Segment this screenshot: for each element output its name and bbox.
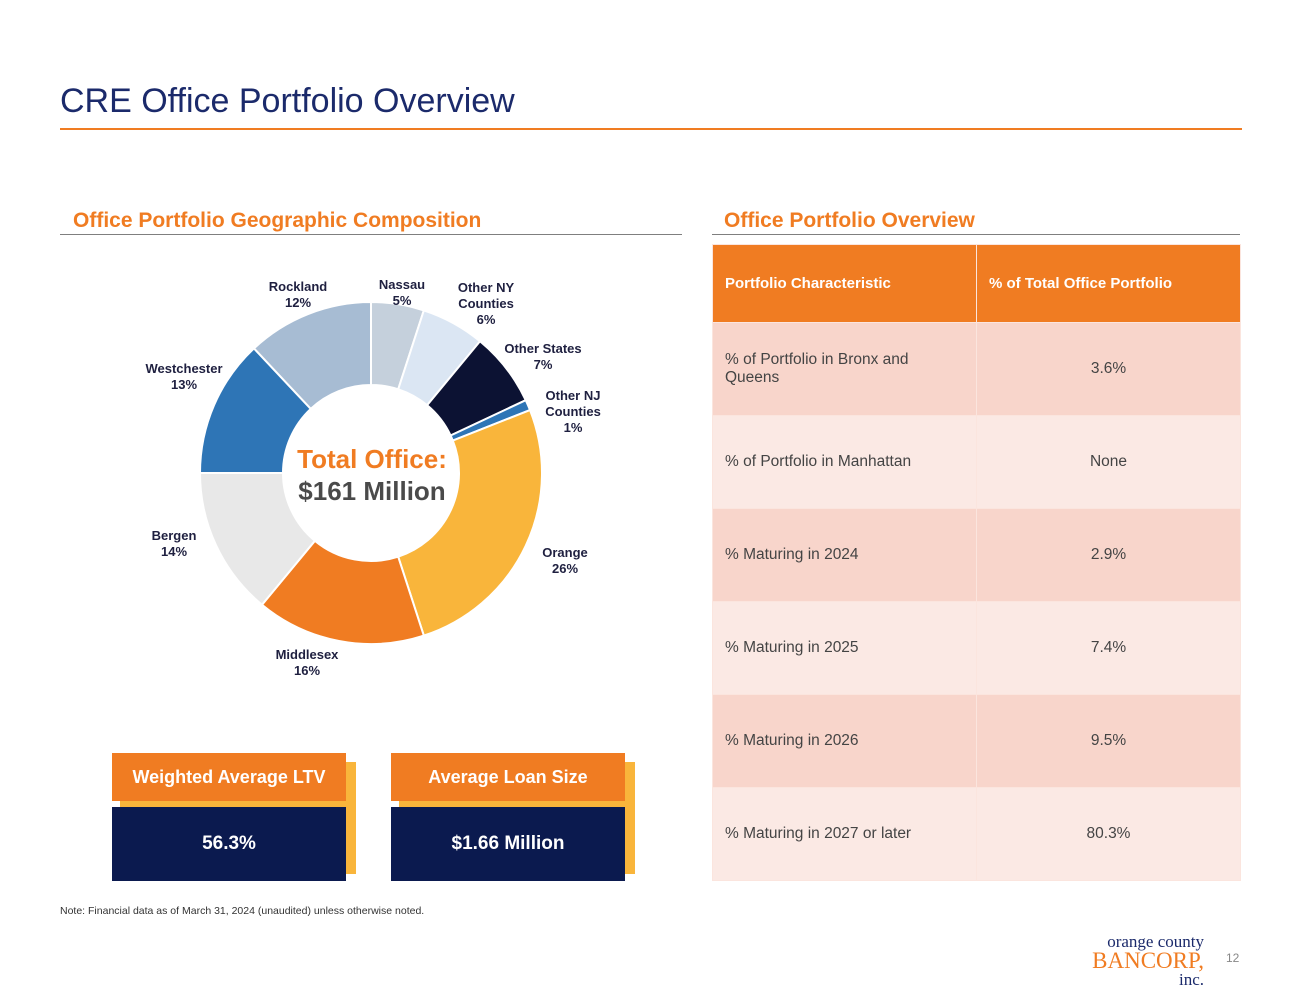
logo-line-2: BANCORP,: [1092, 948, 1204, 973]
row-label: % Maturing in 2025: [712, 601, 977, 695]
donut-label-bergen: Bergen 14%: [151, 528, 197, 559]
logo-line-1: orange county: [1107, 932, 1204, 951]
composition-heading: Office Portfolio Geographic Composition: [73, 209, 482, 232]
kpi-ltv-value: 56.3%: [112, 807, 346, 881]
column-header: Portfolio Characteristic: [712, 244, 977, 323]
row-value: None: [976, 415, 1241, 509]
table-row: % of Portfolio in Bronx and Queens 3.6%: [712, 322, 1241, 416]
column-header: % of Total Office Portfolio: [976, 244, 1241, 323]
donut-label-nassau: Nassau 5%: [378, 277, 426, 308]
row-value: 2.9%: [976, 508, 1241, 602]
overview-heading: Office Portfolio Overview: [724, 209, 975, 232]
donut-center-title: Total Office:: [297, 444, 447, 474]
row-label: % Maturing in 2024: [712, 508, 977, 602]
kpi-loan-size-label: Average Loan Size: [391, 753, 625, 801]
overview-rule: [712, 234, 1240, 235]
title-divider: [60, 128, 1242, 130]
page-number: 12: [1226, 951, 1240, 965]
row-value: 9.5%: [976, 694, 1241, 788]
kpi-ltv-label: Weighted Average LTV: [112, 753, 346, 801]
table-row: % Maturing in 2027 or later 80.3%: [712, 787, 1241, 881]
page-title: CRE Office Portfolio Overview: [60, 82, 515, 120]
overview-table-header: Portfolio Characteristic % of Total Offi…: [712, 244, 1241, 323]
row-value: 7.4%: [976, 601, 1241, 695]
row-label: % Maturing in 2026: [712, 694, 977, 788]
composition-rule: [60, 234, 682, 235]
donut-label-middlesex: Middlesex 16%: [275, 647, 339, 678]
kpi-loan-size-value: $1.66 Million: [391, 807, 625, 881]
donut-label-orange: Orange 26%: [542, 545, 588, 576]
donut-label-rockland: Rockland 12%: [268, 279, 328, 310]
donut-chart: [198, 300, 543, 645]
donut-label-other-states: Other States 7%: [504, 341, 582, 372]
row-value: 80.3%: [976, 787, 1241, 881]
donut-slice-rockland: [252, 300, 372, 411]
donut-label-other-nj-counties: Other NJ Counties 1%: [545, 388, 601, 435]
donut-center-value: $161 Million: [298, 476, 446, 506]
donut-label-other-ny-counties: Other NY Counties 6%: [457, 280, 515, 327]
row-value: 3.6%: [976, 322, 1241, 416]
row-label: % Maturing in 2027 or later: [712, 787, 977, 881]
row-label: % of Portfolio in Bronx and Queens: [712, 322, 977, 416]
table-row: % Maturing in 2025 7.4%: [712, 601, 1241, 695]
donut-label-westchester: Westchester 13%: [145, 361, 223, 392]
table-row: % Maturing in 2024 2.9%: [712, 508, 1241, 602]
overview-table: Portfolio Characteristic % of Total Offi…: [712, 244, 1241, 881]
row-label: % of Portfolio in Manhattan: [712, 415, 977, 509]
logo-line-3: inc.: [1178, 970, 1204, 989]
table-row: % Maturing in 2026 9.5%: [712, 694, 1241, 788]
donut-slice-orange: [396, 408, 543, 637]
footnote: Note: Financial data as of March 31, 202…: [60, 905, 425, 917]
company-logo: orange county BANCORP, inc.: [1084, 932, 1204, 989]
table-row: % of Portfolio in Manhattan None: [712, 415, 1241, 509]
